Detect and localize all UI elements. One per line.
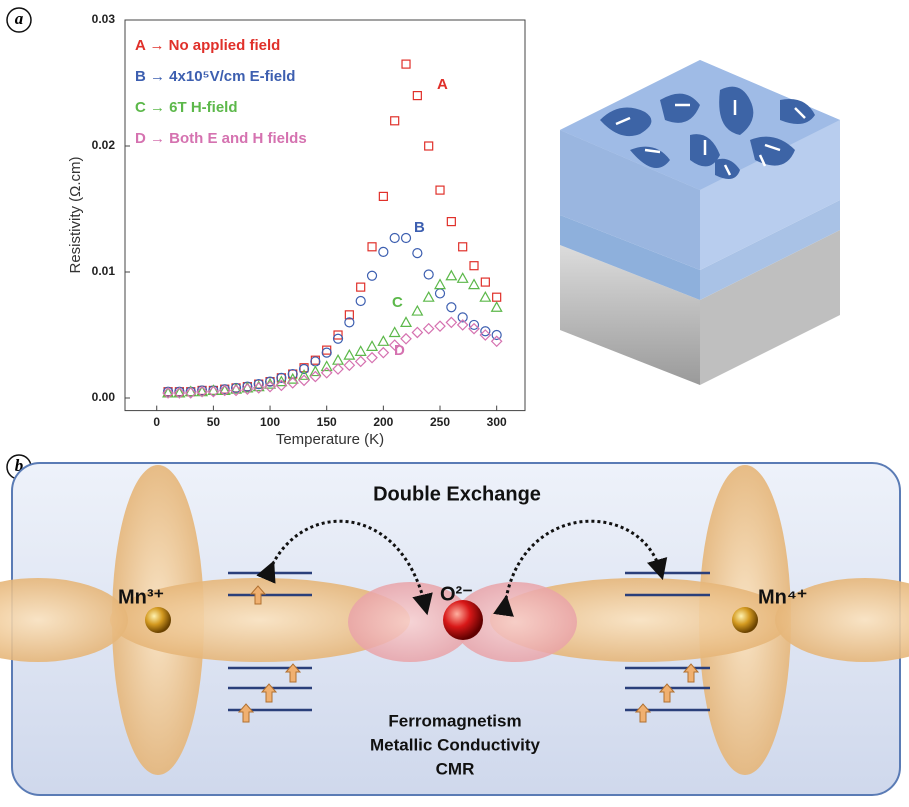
panel-label: a [15, 9, 24, 28]
y-axis-label: Resistivity (Ω.cm) [67, 156, 84, 273]
data-point [344, 350, 354, 359]
data-point [413, 249, 422, 258]
data-point [378, 348, 388, 358]
ion-label: O²⁻ [440, 583, 473, 605]
data-point [435, 280, 445, 289]
data-point [322, 348, 331, 357]
data-point [412, 306, 422, 315]
data-point [368, 243, 376, 251]
plot: 0 50 100 150 200 250 300 0.00 0.01 0.02 0.03 A → No… [92, 12, 507, 429]
data-point [447, 218, 455, 226]
data-point [333, 355, 343, 364]
data-point [424, 292, 434, 301]
data-point [391, 117, 399, 125]
data-point [447, 303, 456, 312]
data-point [413, 92, 421, 100]
x-tick-label: 300 [487, 415, 507, 429]
data-point [436, 289, 445, 298]
data-point [470, 320, 479, 329]
y-tick-label: 0.00 [92, 390, 116, 404]
data-point [493, 293, 501, 301]
data-point [333, 364, 343, 374]
data-point [469, 280, 479, 289]
data-point [470, 262, 478, 270]
y-tick-label: 0.01 [92, 264, 116, 278]
data-point [367, 353, 377, 363]
legend-entry: D → Both E and H fields [135, 130, 307, 147]
curve-annotation: D [394, 342, 405, 359]
data-point [492, 331, 501, 340]
legend-entry: A → No applied field [135, 37, 280, 54]
data-point [492, 302, 502, 311]
data-point [378, 336, 388, 345]
data-point [368, 271, 377, 280]
curve-annotation: B [414, 219, 425, 236]
property: Metallic Conductivity [370, 735, 541, 754]
data-point [367, 341, 377, 350]
data-point [401, 317, 411, 326]
data-point [402, 60, 410, 68]
data-point [402, 233, 411, 242]
data-point [390, 233, 399, 242]
x-tick-label: 100 [260, 415, 280, 429]
property: CMR [436, 759, 475, 778]
film-illustration [560, 60, 840, 385]
data-point [469, 324, 479, 334]
data-point [322, 368, 332, 378]
legend-entry: C → 6T H-field [135, 99, 238, 116]
x-tick-label: 50 [207, 415, 221, 429]
data-point [436, 186, 444, 194]
data-point [425, 142, 433, 150]
x-tick-label: 200 [373, 415, 393, 429]
data-point [390, 327, 400, 336]
data-point [322, 362, 332, 371]
data-point [458, 273, 468, 282]
legend-entry: B → 4x10⁵V/cm E-field [135, 68, 295, 85]
data-point [480, 330, 490, 340]
property: Ferromagnetism [388, 711, 521, 730]
data-point [424, 324, 434, 334]
data-point [481, 278, 489, 286]
data-point [379, 247, 388, 256]
data-point [480, 292, 490, 301]
data-point [435, 321, 445, 331]
x-tick-label: 150 [317, 415, 337, 429]
data-point [356, 346, 366, 355]
data-point [412, 327, 422, 337]
data-point [424, 270, 433, 279]
data-point [323, 346, 331, 354]
x-axis-label: Temperature (K) [276, 431, 384, 448]
y-tick-label: 0.03 [92, 12, 116, 26]
diagram-title: Double Exchange [373, 483, 541, 505]
data-point [379, 192, 387, 200]
data-point [356, 356, 366, 366]
curve-annotation: A [437, 76, 448, 93]
data-point [481, 327, 490, 336]
data-point [344, 360, 354, 370]
curve-annotation: C [392, 294, 403, 311]
ion-label: Mn⁴⁺ [758, 586, 807, 608]
data-point [446, 271, 456, 280]
y-tick-label: 0.02 [92, 138, 116, 152]
data-point [356, 296, 365, 305]
x-tick-label: 250 [430, 415, 450, 429]
data-point [446, 317, 456, 327]
ion-label: Mn³⁺ [118, 586, 164, 608]
x-tick-label: 0 [153, 415, 160, 429]
figure: a 0 50 100 150 200 250 300 0.00 0.01 0.02 0.03 A → … [0, 0, 909, 802]
data-point [459, 243, 467, 251]
data-point [357, 283, 365, 291]
